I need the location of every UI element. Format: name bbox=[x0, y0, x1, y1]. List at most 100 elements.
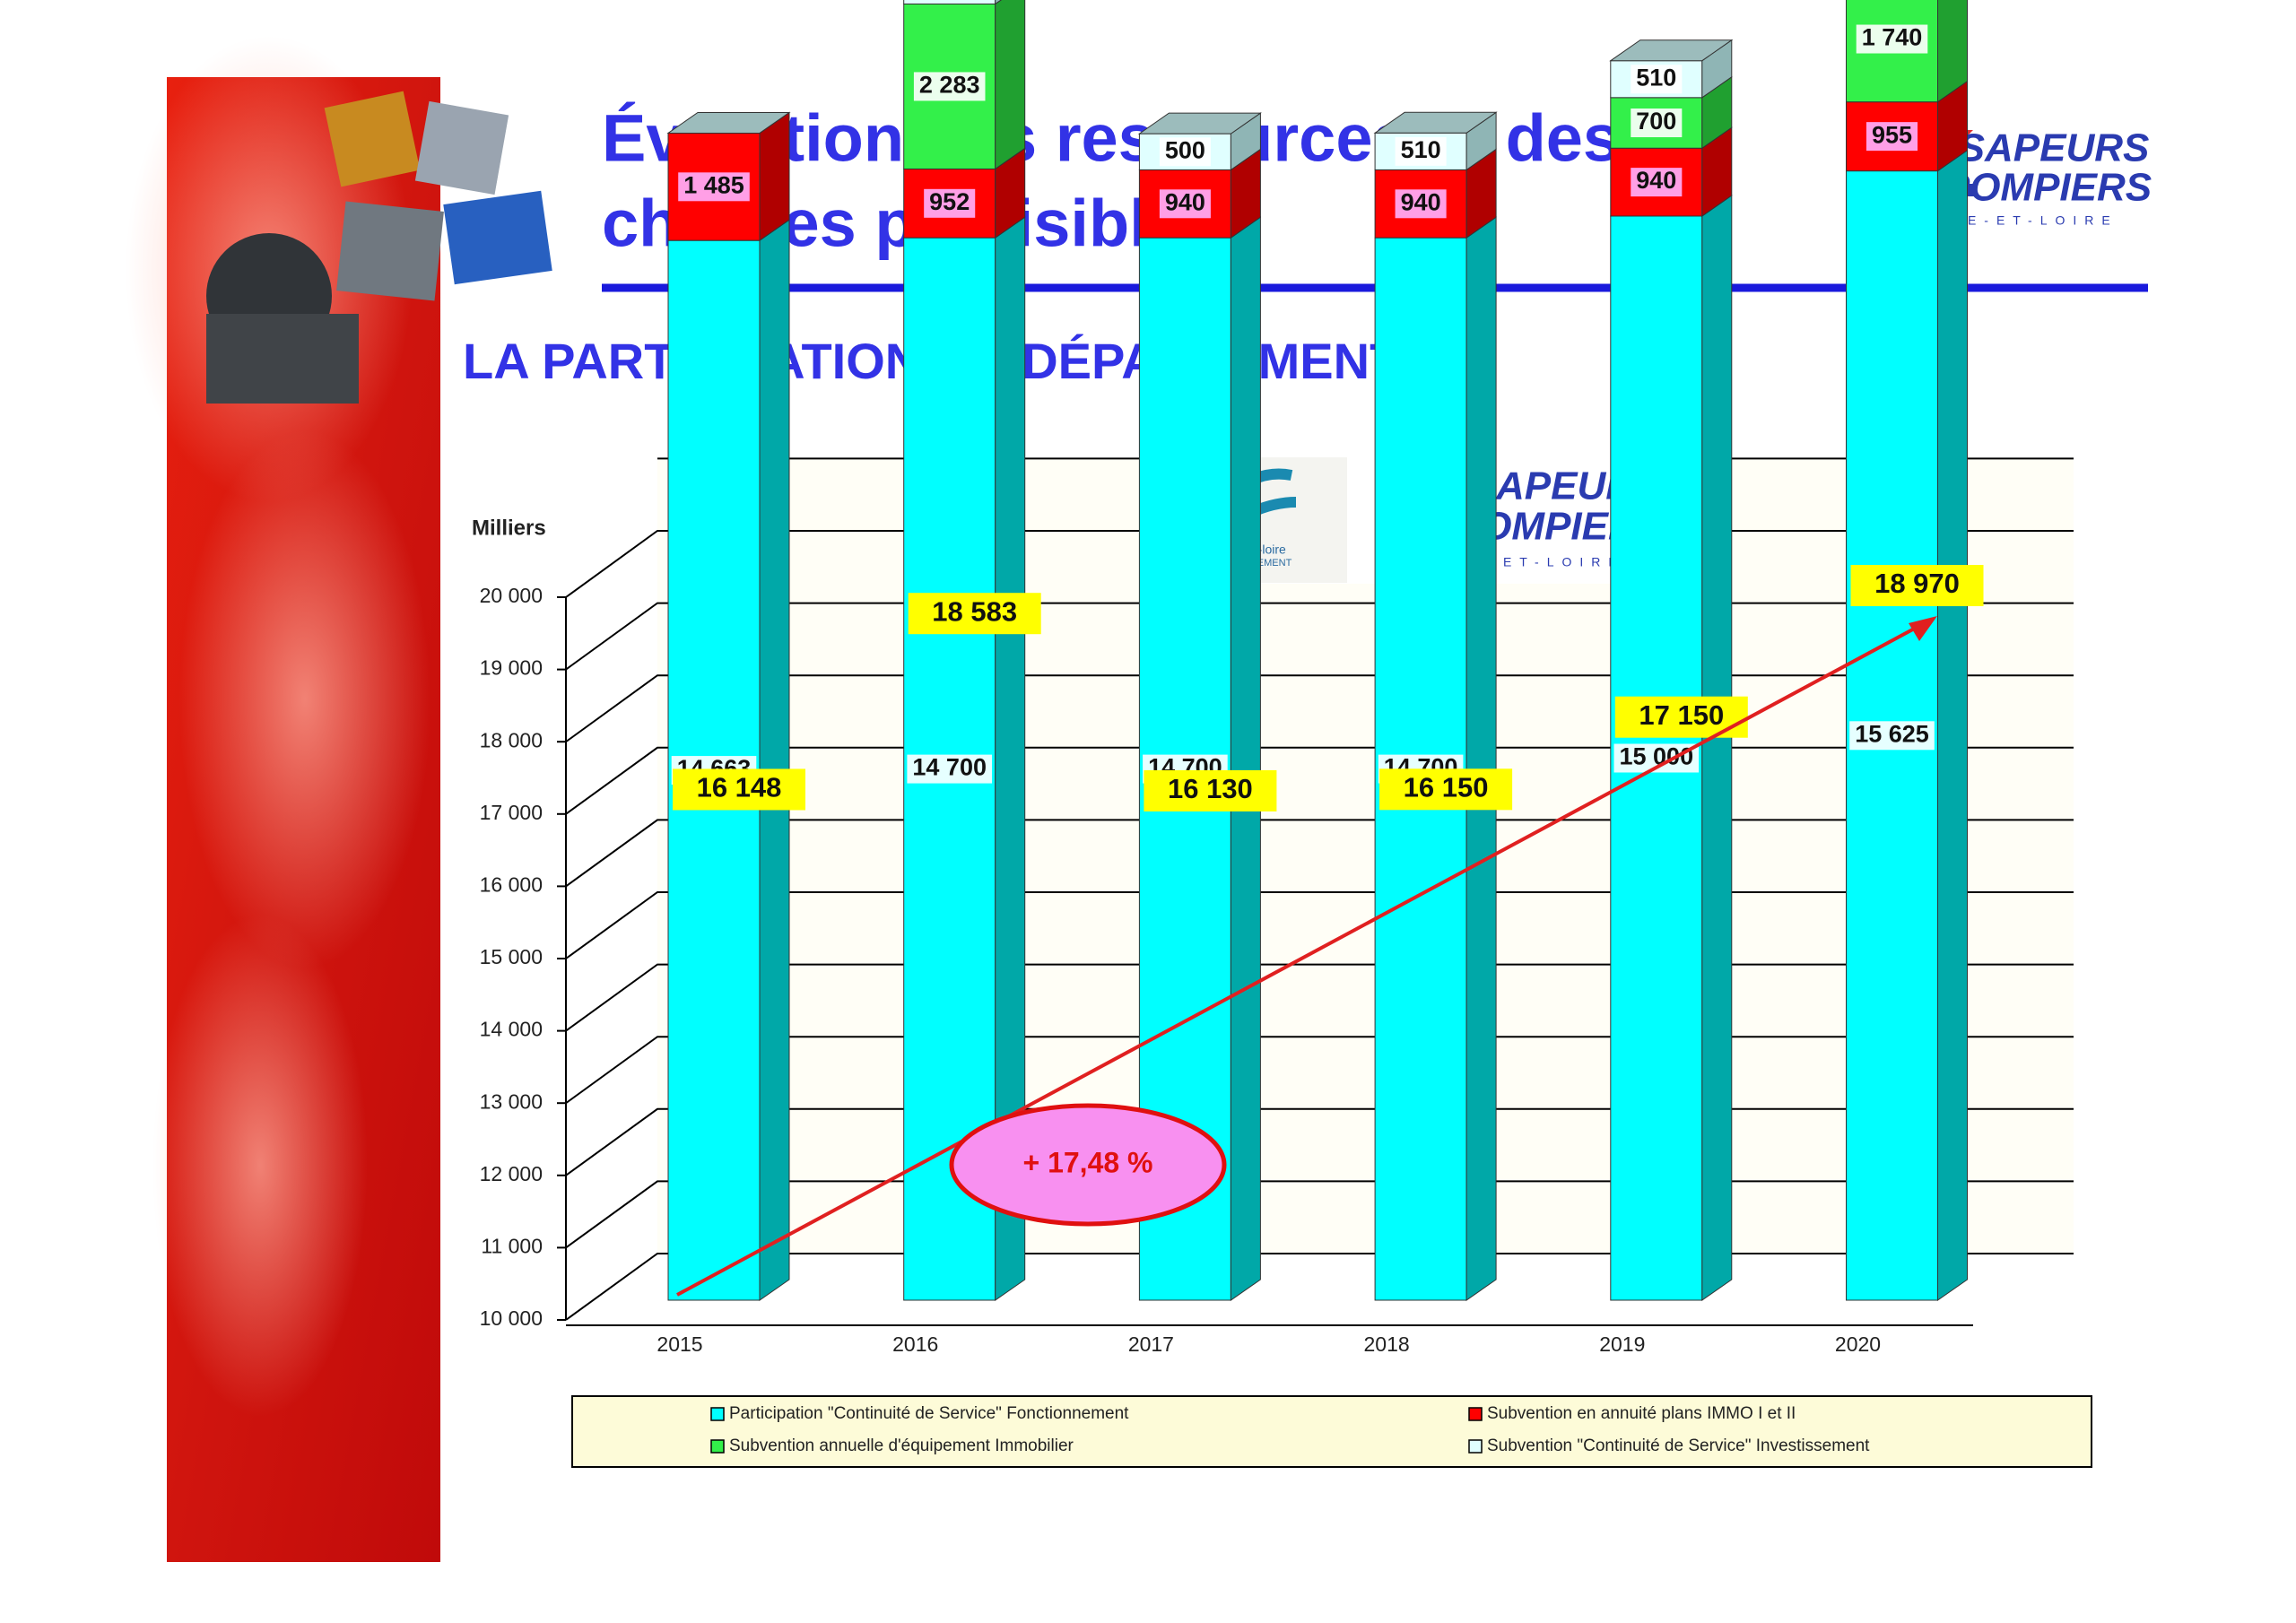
y-tick-label: 20 000 bbox=[480, 584, 543, 607]
value-label-box bbox=[678, 172, 750, 202]
value-label: 940 bbox=[1401, 188, 1441, 215]
total-label-box bbox=[1379, 768, 1513, 811]
value-label-box bbox=[1159, 189, 1211, 219]
x-tick-label: 2019 bbox=[1599, 1332, 1645, 1356]
value-label-box bbox=[913, 72, 986, 101]
bar-side bbox=[1465, 216, 1497, 1301]
bar-top bbox=[666, 111, 791, 134]
bar-side bbox=[1937, 149, 1968, 1301]
total-label-box bbox=[673, 768, 805, 811]
y-tick-label: 17 000 bbox=[480, 801, 543, 824]
grid-line bbox=[565, 819, 2074, 888]
legend-swatch bbox=[1468, 1407, 1483, 1421]
value-label-box bbox=[1631, 108, 1683, 138]
bar-segment bbox=[903, 0, 996, 4]
total-label-box bbox=[1144, 769, 1277, 812]
value-label: 510 bbox=[1636, 64, 1676, 91]
legend-label: Subvention "Continuité de Service" Inves… bbox=[1487, 1436, 1870, 1455]
value-label: 955 bbox=[1872, 121, 1912, 148]
value-label-box bbox=[924, 188, 976, 218]
total-label: 16 130 bbox=[1168, 773, 1253, 804]
x-tick-label: 2020 bbox=[1835, 1332, 1881, 1356]
bar-top bbox=[1373, 111, 1498, 134]
grid-line bbox=[565, 1180, 2074, 1249]
value-label: 500 bbox=[1165, 136, 1205, 163]
value-label-box bbox=[1159, 137, 1211, 167]
grid-line bbox=[565, 1253, 2074, 1321]
bar-side bbox=[1230, 216, 1261, 1301]
grid-line bbox=[565, 963, 2074, 1032]
y-tick-label: 16 000 bbox=[480, 872, 543, 896]
puzzle-decoration bbox=[206, 91, 552, 404]
value-label: 1 740 bbox=[1862, 24, 1923, 51]
legend-swatch bbox=[710, 1439, 725, 1454]
y-tick-label: 13 000 bbox=[480, 1089, 543, 1113]
legend-label: Subvention en annuité plans IMMO I et II bbox=[1487, 1404, 1796, 1423]
value-label: 510 bbox=[1401, 136, 1441, 163]
bar-top bbox=[1137, 112, 1262, 135]
smoke bbox=[152, 915, 368, 1417]
bar-side bbox=[995, 0, 1002, 5]
value-label: 940 bbox=[1636, 167, 1676, 194]
grid-line bbox=[565, 674, 2074, 743]
legend-label: Participation "Continuité de Service" Fo… bbox=[729, 1404, 1129, 1423]
bar-side bbox=[759, 111, 790, 242]
total-label-box bbox=[1850, 565, 1984, 607]
bar-top bbox=[1609, 39, 1734, 62]
y-tick-label: 15 000 bbox=[480, 945, 543, 968]
total-label: 16 148 bbox=[697, 772, 782, 803]
chart: Milliers 10 000 11 000 12 000 13 000 14 000 15… bbox=[472, 0, 2092, 1468]
legend-swatch bbox=[1468, 1439, 1483, 1454]
y-tick-label: 18 000 bbox=[480, 728, 543, 751]
x-tick-label: 2015 bbox=[657, 1332, 702, 1356]
x-tick-label: 2016 bbox=[892, 1332, 938, 1356]
grid-line bbox=[565, 602, 2074, 671]
total-label-box bbox=[908, 593, 1041, 635]
value-label-box bbox=[1856, 24, 1928, 54]
total-label: 16 150 bbox=[1404, 771, 1489, 803]
total-label: 17 150 bbox=[1639, 699, 1724, 731]
bar-side bbox=[995, 0, 1026, 170]
legend-swatch bbox=[710, 1407, 725, 1421]
y-tick-label: 11 000 bbox=[481, 1234, 543, 1257]
grid-line bbox=[565, 746, 2074, 815]
value-label: 15 000 bbox=[1620, 743, 1694, 770]
total-label: 18 583 bbox=[932, 595, 1017, 627]
bar-side bbox=[759, 219, 790, 1301]
value-label: 940 bbox=[1165, 188, 1205, 215]
value-label: 15 625 bbox=[1855, 720, 1929, 747]
value-label: 700 bbox=[1636, 108, 1676, 135]
value-label-box bbox=[1631, 168, 1683, 197]
y-tick-label: 12 000 bbox=[480, 1162, 543, 1185]
y-tick-label: 10 000 bbox=[480, 1306, 543, 1330]
legend-box bbox=[571, 1395, 2092, 1468]
grid-line bbox=[565, 1036, 2074, 1105]
value-label-box bbox=[1866, 122, 1918, 152]
bar-side bbox=[1937, 0, 1968, 103]
value-label: 952 bbox=[929, 188, 970, 215]
logo-text: POMPIERS bbox=[1944, 166, 2152, 210]
y-axis-label: Milliers bbox=[472, 516, 546, 540]
x-tick-label: 2018 bbox=[1364, 1332, 1410, 1356]
value-label-box bbox=[1849, 721, 1935, 751]
logo-text: SAPEURS bbox=[1959, 126, 2150, 170]
grid-line bbox=[565, 1107, 2074, 1176]
y-tick-label: 14 000 bbox=[480, 1018, 543, 1041]
value-label: 1 485 bbox=[683, 171, 744, 198]
smoke bbox=[179, 430, 430, 968]
bar-side bbox=[1701, 195, 1733, 1301]
value-label-box bbox=[907, 754, 992, 784]
y-tick-label: 19 000 bbox=[480, 656, 543, 680]
value-label: 2 283 bbox=[919, 72, 980, 99]
plot-background bbox=[657, 458, 2074, 1254]
legend-label: Subvention annuelle d'équipement Immobil… bbox=[729, 1436, 1074, 1455]
value-label-box bbox=[1395, 136, 1447, 166]
x-tick-label: 2017 bbox=[1128, 1332, 1174, 1356]
annotation-bubble bbox=[949, 1103, 1227, 1227]
grid-line bbox=[565, 891, 2074, 959]
value-label: 14 700 bbox=[912, 754, 987, 781]
total-label: 18 970 bbox=[1874, 568, 1960, 599]
trend-line bbox=[676, 624, 1920, 1297]
trend-arrowhead bbox=[1909, 616, 1937, 641]
